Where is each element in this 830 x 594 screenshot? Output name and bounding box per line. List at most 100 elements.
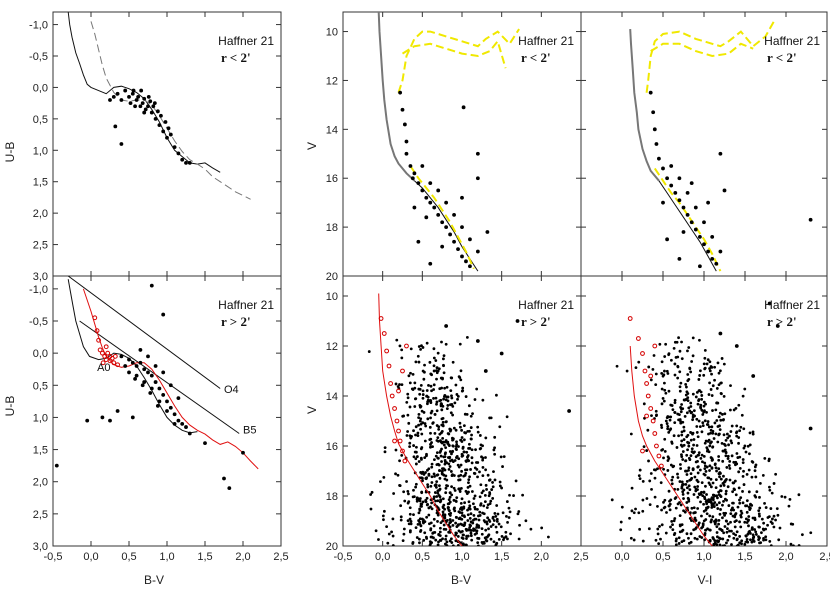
field-star: [501, 465, 504, 468]
field-star: [471, 502, 475, 506]
member-star-point: [654, 443, 659, 449]
field-star: [703, 495, 706, 499]
field-star: [414, 482, 418, 486]
star-point: [142, 367, 147, 372]
field-star: [506, 537, 509, 541]
field-star: [425, 496, 429, 500]
star-point: [119, 354, 124, 359]
field-star: [730, 424, 734, 428]
field-star: [709, 365, 713, 368]
field-star: [748, 452, 751, 456]
field-star: [703, 367, 707, 371]
field-star: [434, 454, 438, 458]
field-star: [727, 504, 731, 507]
field-star: [442, 364, 445, 368]
field-star: [708, 367, 711, 370]
field-star: [475, 461, 478, 464]
field-star: [656, 505, 659, 508]
field-star: [672, 519, 676, 523]
field-star: [449, 389, 453, 393]
field-star: [680, 445, 684, 448]
field-star: [468, 506, 471, 510]
star-point: [127, 94, 131, 99]
field-star: [714, 519, 718, 523]
field-star: [668, 418, 672, 422]
field-star: [440, 447, 443, 451]
field-star: [465, 537, 468, 540]
field-star: [430, 507, 434, 511]
star-point: [146, 104, 150, 109]
field-star: [445, 385, 449, 389]
field-star: [414, 462, 418, 466]
star-point: [176, 151, 181, 156]
x-tick-label: 1,0: [159, 551, 174, 563]
star-point: [808, 426, 813, 431]
field-star: [452, 426, 456, 430]
field-star: [418, 392, 422, 396]
field-star: [369, 493, 373, 496]
field-star: [406, 392, 410, 396]
field-star: [771, 517, 774, 521]
annotation-a0: A0: [97, 362, 110, 374]
field-star: [696, 485, 700, 488]
field-star: [724, 438, 728, 442]
field-star: [719, 508, 722, 511]
field-star: [442, 473, 446, 477]
field-star: [691, 392, 695, 396]
star-point: [130, 91, 135, 96]
star-point: [436, 212, 441, 217]
field-star: [415, 445, 418, 449]
field-star: [486, 473, 490, 477]
field-star: [744, 517, 748, 521]
field-star: [714, 478, 718, 482]
field-star: [447, 444, 451, 447]
field-star: [736, 456, 740, 459]
field-star: [698, 338, 701, 342]
annotation-o4: O4: [224, 384, 239, 396]
field-star: [390, 530, 393, 534]
field-star: [728, 529, 731, 533]
field-star: [433, 484, 437, 487]
field-star: [426, 483, 430, 487]
field-star: [719, 477, 723, 481]
field-star: [460, 536, 464, 540]
field-star: [400, 383, 404, 387]
member-star-point: [386, 363, 392, 369]
field-star: [712, 537, 715, 541]
star-point: [166, 126, 171, 131]
star-point: [702, 220, 706, 225]
field-star: [718, 424, 721, 428]
field-star: [400, 454, 404, 457]
field-star: [442, 357, 445, 361]
field-star: [684, 459, 688, 463]
field-star: [710, 466, 714, 470]
field-star: [460, 436, 464, 439]
field-star: [731, 501, 735, 505]
field-star: [677, 542, 681, 545]
field-star: [761, 527, 765, 531]
member-star-point: [396, 388, 401, 394]
field-star: [642, 445, 646, 449]
star-point: [693, 205, 698, 210]
field-star: [693, 516, 697, 520]
field-star: [748, 508, 752, 512]
field-star: [754, 533, 758, 536]
field-star: [490, 488, 494, 491]
field-star: [690, 360, 694, 363]
field-star: [757, 509, 761, 513]
field-star: [670, 520, 674, 523]
star-point: [412, 171, 417, 176]
field-star: [715, 387, 719, 390]
field-star: [441, 510, 445, 514]
y-tick-label: 0,0: [33, 82, 48, 94]
field-star: [418, 541, 421, 545]
field-star: [703, 538, 706, 542]
field-star: [734, 406, 738, 410]
star-point: [698, 234, 702, 239]
field-star: [740, 511, 744, 515]
star-point: [172, 145, 177, 150]
field-star: [454, 383, 458, 387]
field-star: [506, 520, 509, 524]
star-point: [148, 391, 153, 395]
field-star: [415, 455, 419, 458]
